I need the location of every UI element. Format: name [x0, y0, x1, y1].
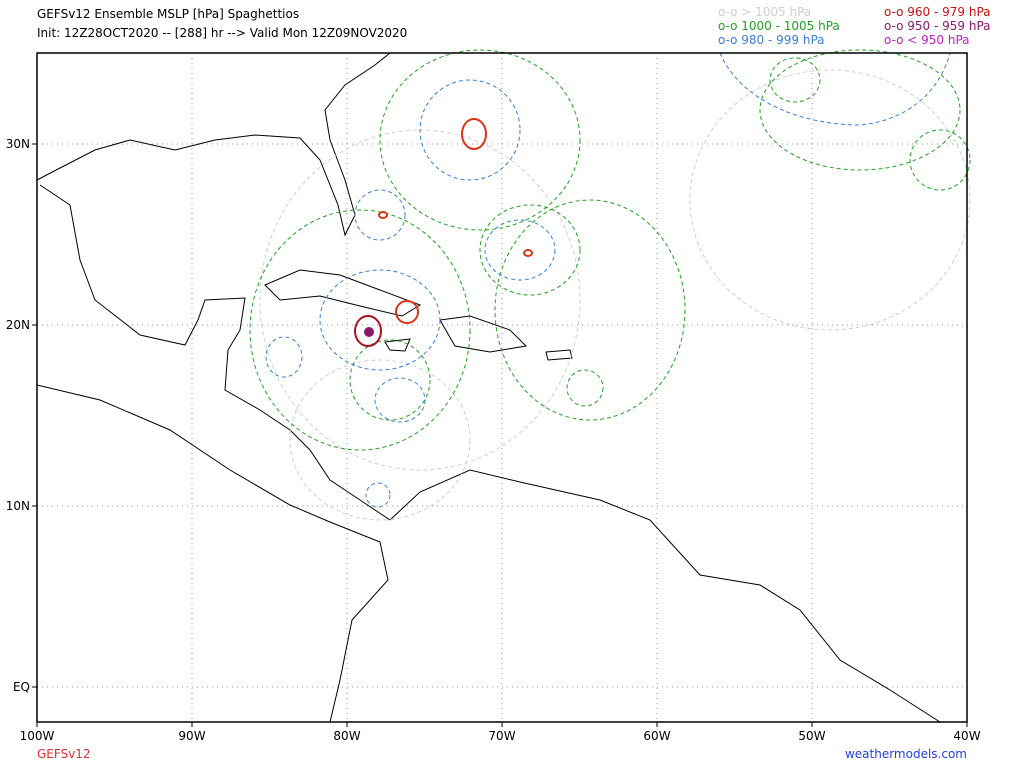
lat-label: EQ — [13, 680, 30, 694]
legend-entry: o-o 960 - 979 hPa — [884, 5, 991, 19]
contour — [759, 49, 961, 171]
lon-label: 100W — [20, 729, 55, 743]
coast-north-america — [36, 52, 391, 237]
lon-label: 60W — [643, 729, 670, 743]
contour — [461, 118, 487, 150]
map-background — [37, 53, 967, 722]
subtitle: Init: 12Z28OCT2020 -- [288] hr --> Valid… — [37, 26, 407, 40]
contour — [379, 49, 581, 231]
contour — [769, 57, 821, 103]
contour — [566, 369, 604, 407]
lat-label: 30N — [6, 137, 30, 151]
contour — [289, 359, 471, 521]
contour — [349, 339, 431, 421]
lon-label: 40W — [953, 729, 980, 743]
lon-label: 70W — [488, 729, 515, 743]
contour — [395, 300, 419, 324]
island-jamaica — [384, 338, 411, 352]
contour — [479, 204, 581, 296]
contour — [265, 336, 303, 378]
legend-entry: o-o 980 - 999 hPa — [718, 33, 825, 47]
island-hispaniola — [439, 315, 528, 353]
legend-entry: o-o < 950 hPa — [884, 33, 970, 47]
lat-label: 20N — [6, 318, 30, 332]
footer-model: GEFSv12 — [37, 747, 91, 761]
lat-label: 10N — [6, 499, 30, 513]
contour — [484, 219, 556, 281]
contour — [419, 79, 521, 181]
legend-entry: o-o 1000 - 1005 hPa — [718, 19, 840, 33]
island-cuba — [264, 269, 422, 317]
contour — [354, 189, 406, 241]
island-puerto-rico — [545, 349, 573, 361]
contour — [689, 69, 971, 331]
contour — [909, 129, 971, 191]
legend-entry: o-o 950 - 959 hPa — [884, 19, 991, 33]
contour — [719, 52, 951, 126]
coast-mexico-central-america — [39, 184, 391, 521]
contour — [378, 211, 388, 219]
contour — [249, 209, 471, 451]
footer-source: weathermodels.com — [845, 747, 967, 761]
contour — [354, 315, 382, 347]
lon-label: 90W — [178, 729, 205, 743]
coast-pacific — [36, 384, 389, 723]
map-frame — [36, 52, 968, 723]
contour — [319, 269, 441, 371]
contour — [374, 377, 426, 423]
contour — [494, 199, 686, 421]
legend-entry: o-o > 1005 hPa — [718, 5, 811, 19]
lon-label: 50W — [798, 729, 825, 743]
title: GEFSv12 Ensemble MSLP [hPa] Spaghettios — [37, 7, 299, 21]
contours — [249, 49, 971, 521]
graticule — [32, 53, 968, 727]
contour — [523, 249, 533, 257]
contour — [365, 482, 391, 508]
lon-label: 80W — [333, 729, 360, 743]
map — [32, 49, 971, 727]
contour — [364, 327, 374, 337]
